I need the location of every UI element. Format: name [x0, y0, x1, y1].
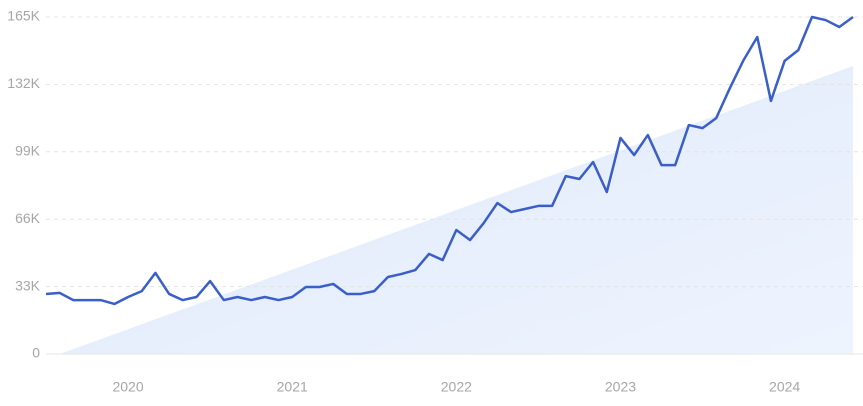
- y-tick-label: 99K: [15, 143, 41, 159]
- x-tick-label: 2023: [605, 379, 636, 395]
- trend-area: [59, 66, 853, 354]
- y-tick-label: 66K: [15, 210, 41, 226]
- x-tick-label: 2022: [441, 379, 472, 395]
- y-tick-label: 33K: [15, 277, 41, 293]
- x-tick-label: 2024: [769, 379, 800, 395]
- x-tick-label: 2020: [112, 379, 143, 395]
- line: [45, 15, 854, 306]
- y-tick-label: 165K: [7, 8, 40, 24]
- x-tick-label: 2021: [277, 379, 308, 395]
- y-tick-label: 132K: [7, 75, 40, 91]
- y-tick-label: 0: [32, 345, 40, 361]
